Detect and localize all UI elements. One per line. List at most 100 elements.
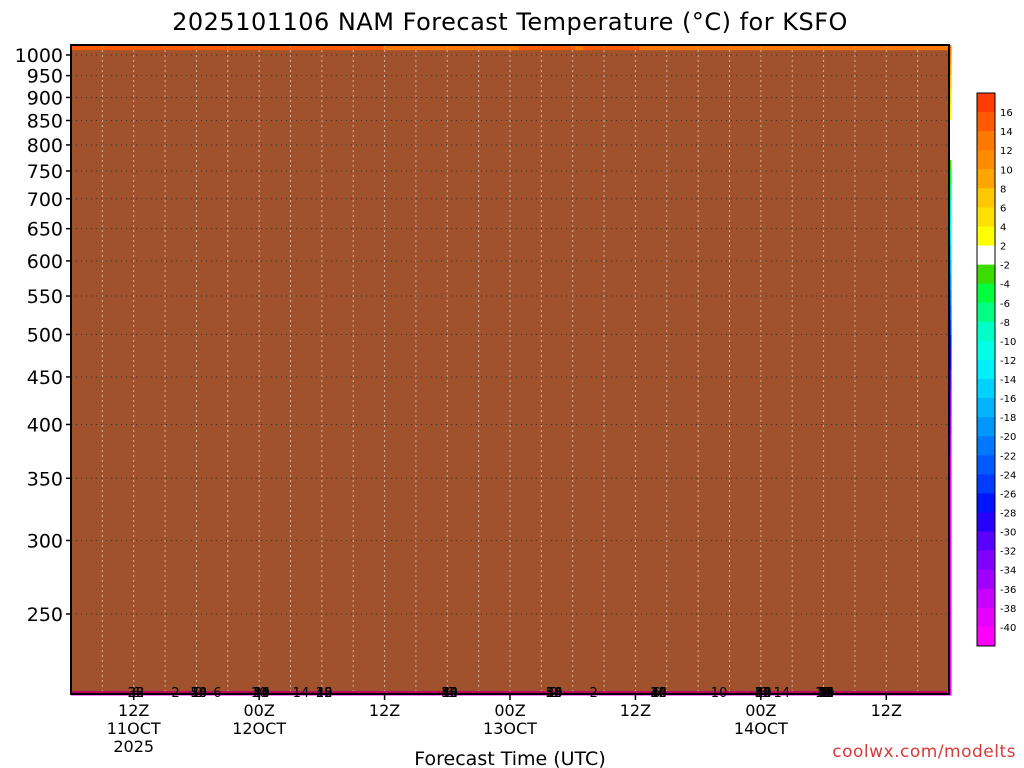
temperature-cell [423, 45, 432, 51]
temperature-cell [319, 45, 328, 51]
temperature-cell [223, 45, 232, 51]
temperature-cell [799, 45, 808, 51]
temperature-cell [639, 45, 648, 51]
temperature-cell [703, 45, 712, 51]
temperature-cell [151, 45, 160, 51]
temperature-cell [783, 45, 792, 51]
temperature-cell [943, 45, 952, 51]
temperature-cell [495, 45, 504, 51]
temperature-cell [879, 45, 888, 51]
temperature-cell [791, 45, 800, 51]
temperature-cell [367, 45, 376, 51]
temperature-cell [111, 45, 120, 51]
temperature-cell [759, 45, 768, 51]
temperature-cell [295, 45, 304, 51]
temperature-cell [359, 45, 368, 51]
temperature-cell [519, 45, 528, 51]
temperature-cell [591, 45, 600, 51]
temperature-cell [191, 45, 200, 51]
temperature-cell [471, 45, 480, 51]
temperature-cell [271, 45, 280, 51]
temperature-cell [607, 45, 616, 51]
temperature-cell [407, 45, 416, 51]
temperature-cell [87, 45, 96, 51]
temperature-cell [511, 45, 520, 51]
temperature-cell [199, 45, 208, 51]
temperature-cell [119, 45, 128, 51]
temperature-cell [335, 45, 344, 51]
temperature-cell [551, 45, 560, 51]
temperature-cell [103, 45, 112, 51]
temperature-cell [775, 45, 784, 51]
temperature-cell [391, 45, 400, 51]
temperature-cell [215, 45, 224, 51]
temperature-cell [183, 45, 192, 51]
temperature-cell [895, 45, 904, 51]
temperature-cell [327, 45, 336, 51]
temperature-cell [575, 45, 584, 51]
temperature-cell [687, 45, 696, 51]
temperature-cell [239, 45, 248, 51]
temperature-cell [455, 45, 464, 51]
temperature-cell [95, 45, 104, 51]
temperature-cell [159, 45, 168, 51]
temperature-cell [839, 45, 848, 51]
temperature-cell [135, 45, 144, 51]
temperature-cell [255, 45, 264, 51]
temperature-cell [439, 45, 448, 51]
temperature-cell [383, 45, 392, 51]
temperature-cell [719, 45, 728, 51]
temperature-cell [695, 45, 704, 51]
temperature-cell [767, 45, 776, 51]
temperature-cell [431, 45, 440, 51]
temperature-cell [567, 45, 576, 51]
temperature-cell [463, 45, 472, 51]
temperature-cell [871, 45, 880, 51]
temperature-cell [727, 45, 736, 51]
temperature-cell [615, 45, 624, 51]
temperature-cell [559, 45, 568, 51]
temperature-cell [735, 45, 744, 51]
plot-area: -54 -54-50 -50 -50-46 -46 -46-42 -42 -42-38 -38-… [70, 45, 952, 701]
temperature-cell [175, 45, 184, 51]
temperature-cell [399, 45, 408, 51]
temperature-cell [287, 45, 296, 51]
temperature-cell [415, 45, 424, 51]
temperature-cell [167, 45, 176, 51]
temperature-cell [207, 45, 216, 51]
temperature-cell [855, 45, 864, 51]
temperature-cell [671, 45, 680, 51]
temperature-cell [503, 45, 512, 51]
temperature-cell [887, 45, 896, 51]
temperature-cell [847, 45, 856, 51]
temperature-cell [303, 45, 312, 51]
temperature-cell [663, 45, 672, 51]
temperature-cell [487, 45, 496, 51]
temperature-cell [231, 45, 240, 51]
temperature-cell [247, 45, 256, 51]
temperature-cell [311, 45, 320, 51]
temperature-cell [447, 45, 456, 51]
temperature-cell [479, 45, 488, 51]
temperature-cell [623, 45, 632, 51]
temperature-cell [631, 45, 640, 51]
temperature-cell [279, 45, 288, 51]
chart-title: 2025101106 NAM Forecast Temperature (°C)… [172, 8, 848, 36]
temperature-cell [863, 45, 872, 51]
temperature-cell [583, 45, 592, 51]
temperature-cell [751, 45, 760, 51]
temperature-cell [535, 45, 544, 51]
temperature-cell [71, 45, 80, 51]
temperature-cell [127, 45, 136, 51]
temperature-cell [679, 45, 688, 51]
temperature-cell [903, 45, 912, 51]
temperature-cell [807, 45, 816, 51]
temperature-cell [935, 45, 944, 51]
temperature-cell [143, 45, 152, 51]
temperature-cell [927, 45, 936, 51]
temperature-cell [911, 45, 920, 51]
temperature-cell [375, 45, 384, 51]
temperature-cell [343, 45, 352, 51]
temperature-cell [831, 45, 840, 51]
